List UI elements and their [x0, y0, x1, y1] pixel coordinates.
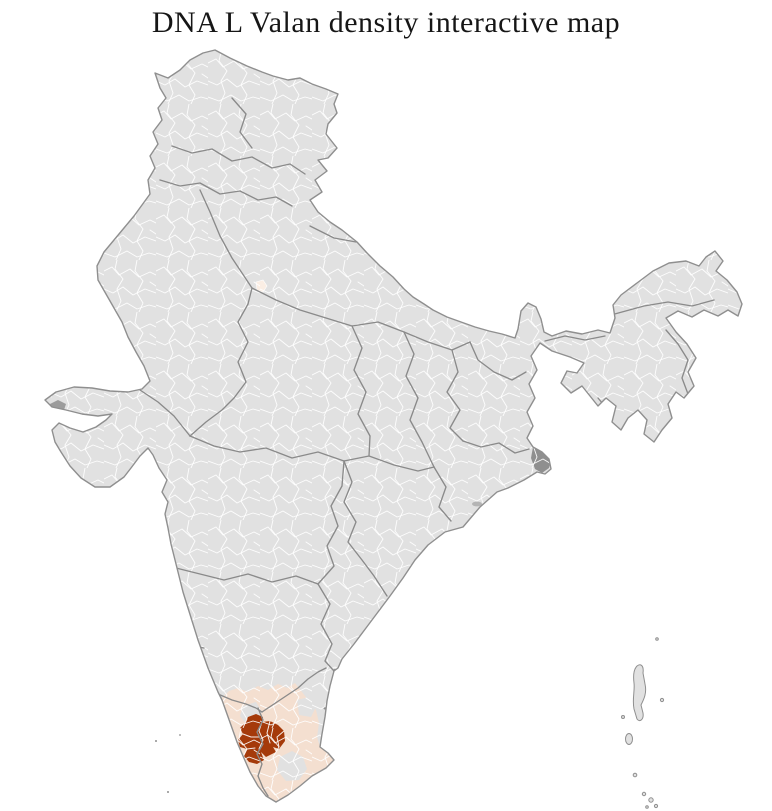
- page-title: DNA L Valan density interactive map: [151, 6, 621, 39]
- andaman-nicobar-islands[interactable]: [621, 637, 665, 809]
- lakshadweep-islets: [155, 734, 181, 793]
- state-boundaries: [139, 97, 715, 797]
